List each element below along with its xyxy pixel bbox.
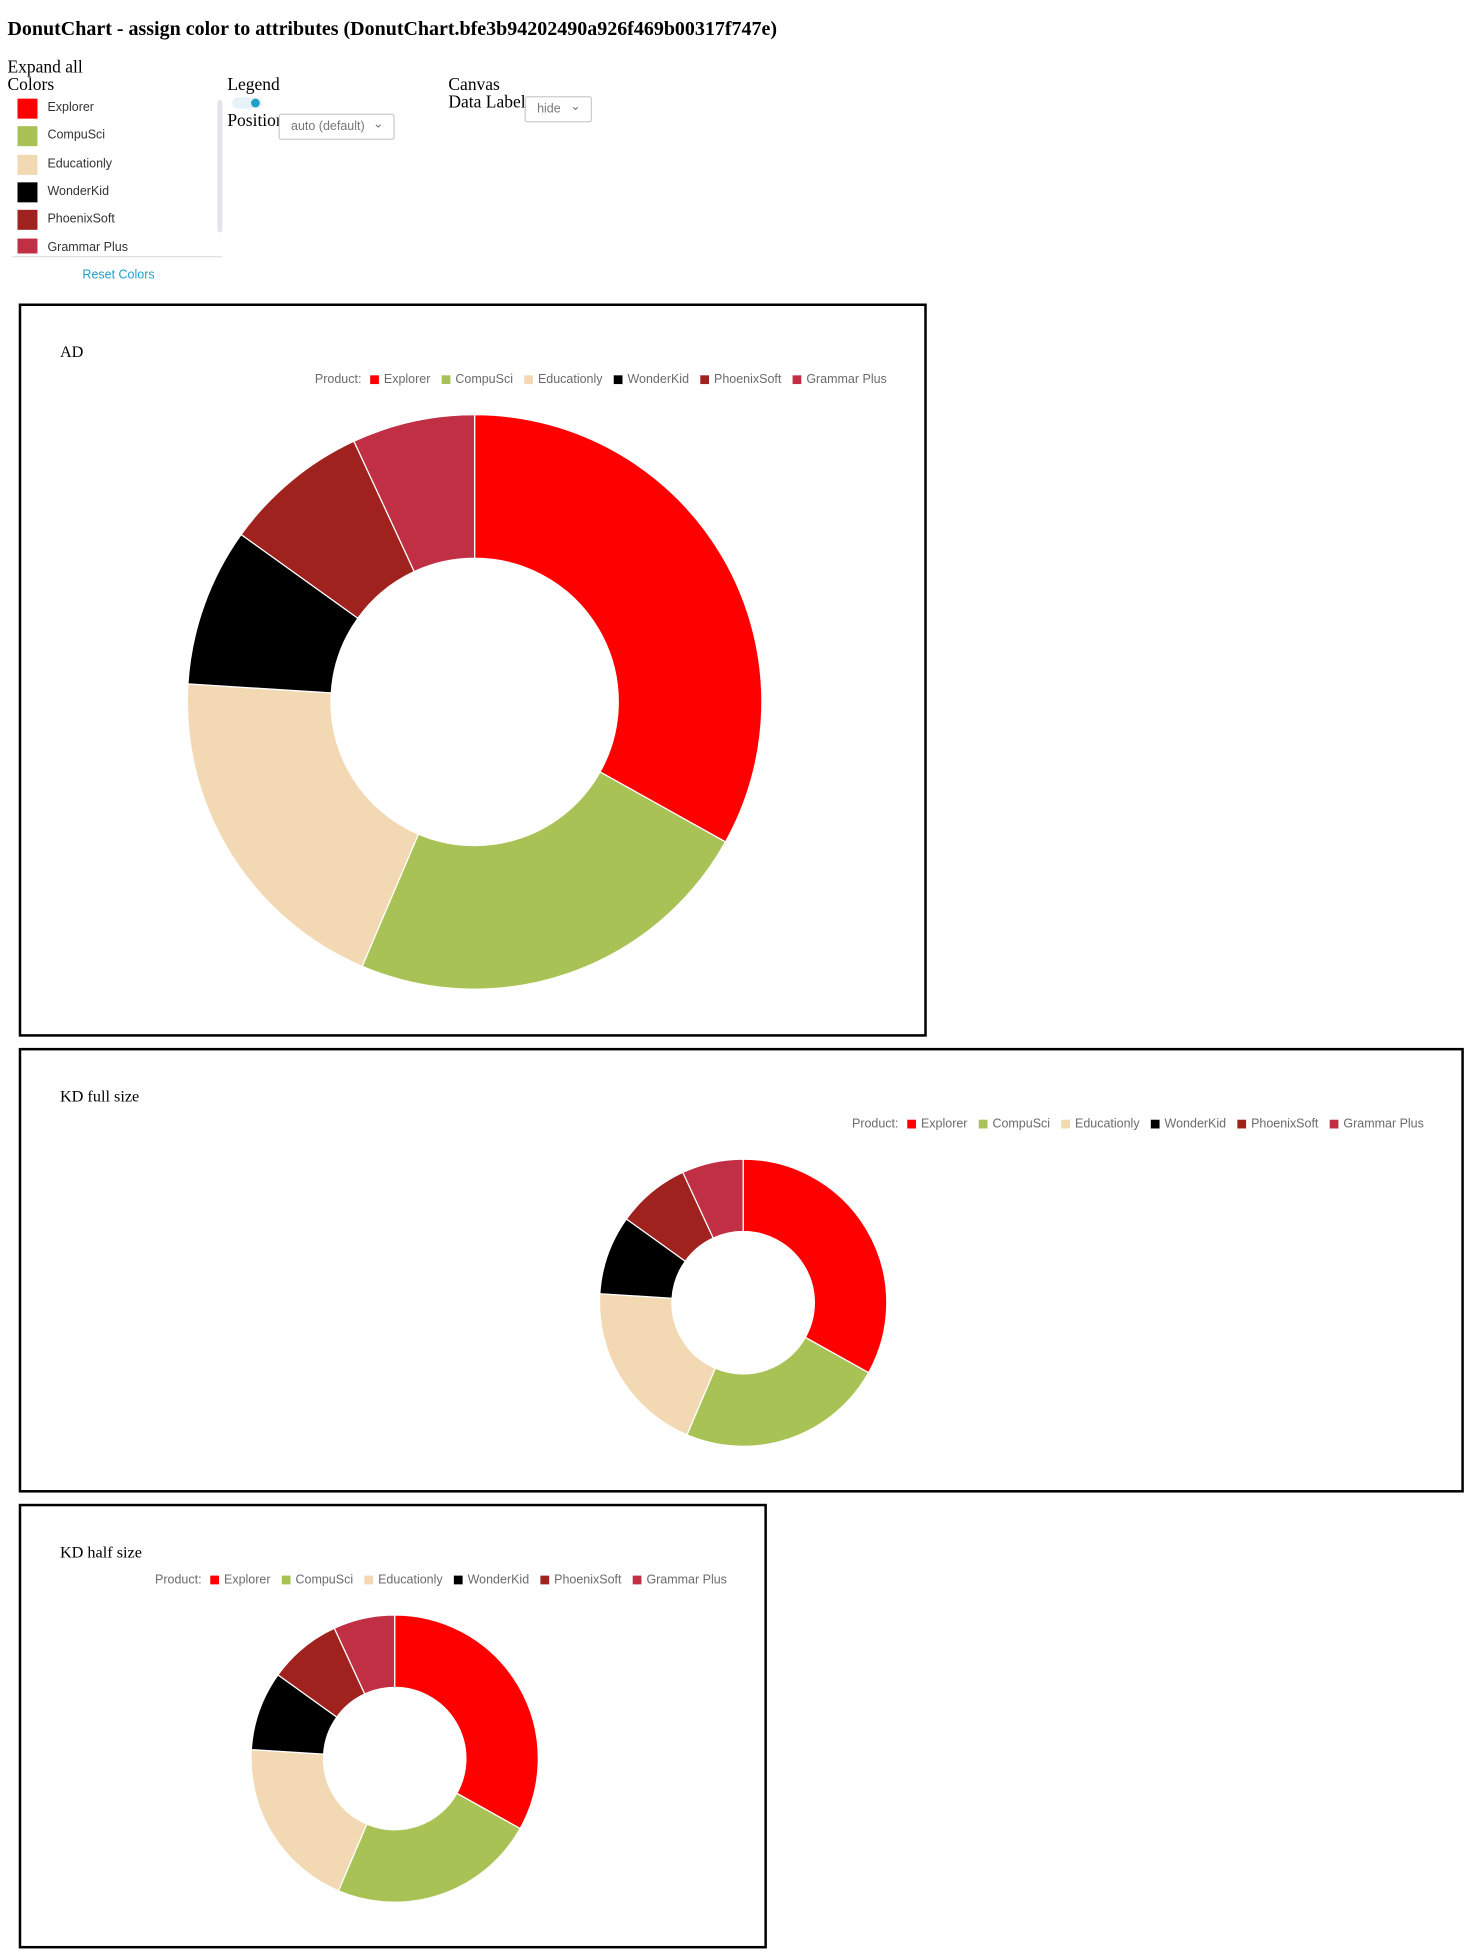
chart-title: KD full size: [60, 1088, 139, 1106]
color-swatch: [17, 126, 38, 147]
position-value: auto (default): [291, 119, 365, 134]
chart: AD Product: Explorer CompuSci Educationly Won…: [60, 343, 887, 990]
color-swatch: [17, 182, 38, 203]
colors-label: Colors: [7, 76, 55, 95]
legend: Product: Explorer CompuSci Educationly Wonde…: [155, 1572, 727, 1586]
legend-label: CompuSci: [296, 1572, 354, 1586]
legend-label: CompuSci: [455, 372, 513, 386]
legend-label: WonderKid: [1165, 1116, 1227, 1130]
legend-label: Legend: [227, 76, 280, 95]
chart-title: KD half size: [60, 1543, 142, 1561]
chart: KD half size Product: Explorer CompuSci Educ…: [60, 1543, 727, 1903]
color-swatch: [17, 210, 38, 231]
donut-slice: [681, 1158, 744, 1239]
donut-slice: [333, 1614, 396, 1695]
chart-card: KD half size Product: Explorer CompuSci Educ…: [18, 1503, 767, 1949]
legend-label: WonderKid: [627, 372, 689, 386]
legend-label: PhoenixSoft: [714, 372, 782, 386]
legend-label: PhoenixSoft: [554, 1572, 622, 1586]
color-item[interactable]: Grammar Plus: [7, 235, 207, 254]
legend-label: Educationly: [538, 372, 603, 386]
legend-swatch: [978, 1119, 988, 1129]
donut-slice: [598, 1293, 717, 1436]
canvas-label: Canvas: [448, 76, 500, 95]
color-name: Educationly: [47, 156, 113, 171]
donut-slice: [742, 1158, 888, 1374]
legend-label: Explorer: [921, 1116, 968, 1130]
chart-title: AD: [60, 343, 84, 361]
color-name: CompuSci: [47, 129, 106, 143]
legend-title: Product:: [155, 1572, 202, 1586]
color-item[interactable]: CompuSci: [7, 124, 207, 149]
legend-swatch: [700, 375, 710, 385]
legend-label: Explorer: [384, 372, 430, 386]
legend-label: Grammar Plus: [1343, 1116, 1423, 1130]
data-labels-label: Data Labels: [448, 93, 533, 113]
legend-swatch: [281, 1575, 291, 1585]
donut-slice: [186, 683, 420, 968]
donut-slice: [686, 1336, 870, 1447]
legend-label: Explorer: [224, 1572, 271, 1586]
legend-swatch: [540, 1575, 550, 1585]
color-item[interactable]: Explorer: [7, 96, 207, 121]
legend-title: Product:: [852, 1116, 899, 1130]
chart-card: KD full size Product: Explorer CompuSci Educ…: [18, 1047, 1464, 1493]
legend-label: Educationly: [1075, 1116, 1140, 1130]
data-labels-select[interactable]: hide ⌄: [524, 96, 593, 123]
page-title: DonutChart - assign color to attributes …: [7, 18, 778, 40]
donut-slice: [353, 414, 476, 573]
legend-swatch: [524, 375, 533, 385]
color-item[interactable]: WonderKid: [7, 180, 207, 205]
divider: [12, 256, 223, 258]
color-item[interactable]: Educationly: [7, 152, 207, 177]
legend-swatch: [364, 1575, 374, 1585]
legend-swatch: [370, 375, 379, 385]
data-labels-value: hide: [537, 102, 561, 117]
legend-swatch: [441, 375, 451, 385]
legend-title: Product:: [315, 372, 362, 386]
donut-slice: [361, 771, 727, 990]
legend-swatch: [1329, 1119, 1339, 1129]
legend: Product: Explorer CompuSci Educationly Wonde…: [852, 1116, 1424, 1130]
color-swatch: [17, 237, 38, 254]
color-list: Explorer CompuSci Educationly WonderKid Phoe…: [7, 96, 222, 254]
legend-swatch: [792, 375, 802, 385]
legend-label: WonderKid: [468, 1572, 530, 1586]
expand-all[interactable]: Expand all: [7, 58, 83, 78]
legend-swatch: [1150, 1119, 1160, 1129]
legend-swatch: [1237, 1119, 1247, 1129]
legend-toggle[interactable]: [232, 97, 263, 109]
donut-slice: [250, 1748, 368, 1892]
donut-slice: [337, 1792, 521, 1903]
legend-swatch: [907, 1119, 916, 1129]
legend-swatch: [613, 375, 623, 385]
legend-label: CompuSci: [992, 1116, 1050, 1130]
color-name: PhoenixSoft: [47, 212, 115, 227]
color-item[interactable]: PhoenixSoft: [7, 208, 207, 233]
legend-label: Grammar Plus: [806, 372, 886, 386]
color-name: Grammar Plus: [47, 240, 128, 254]
legend-swatch: [632, 1575, 642, 1585]
chart: KD full size Product: Explorer CompuSci Educ…: [60, 1088, 1424, 1447]
position-label: Position: [227, 112, 285, 132]
legend-swatch: [210, 1575, 220, 1585]
legend-label: Grammar Plus: [646, 1572, 726, 1586]
donut-slice: [394, 1614, 539, 1830]
legend: Product: Explorer CompuSci Educationly Wonde…: [315, 372, 887, 386]
legend-label: PhoenixSoft: [1251, 1116, 1319, 1130]
color-name: Explorer: [47, 101, 94, 115]
reset-colors[interactable]: Reset Colors: [82, 268, 155, 283]
chart-card: AD Product: Explorer CompuSci Educationly Won…: [18, 303, 927, 1037]
donut-slice: [473, 414, 763, 843]
color-swatch: [17, 98, 38, 119]
scrollbar[interactable]: [217, 99, 223, 233]
position-select[interactable]: auto (default) ⌄: [278, 113, 395, 140]
legend-label: Educationly: [378, 1572, 443, 1586]
legend-swatch: [1061, 1119, 1071, 1129]
legend-swatch: [453, 1575, 463, 1585]
color-swatch: [17, 154, 38, 175]
color-name: WonderKid: [47, 184, 110, 199]
